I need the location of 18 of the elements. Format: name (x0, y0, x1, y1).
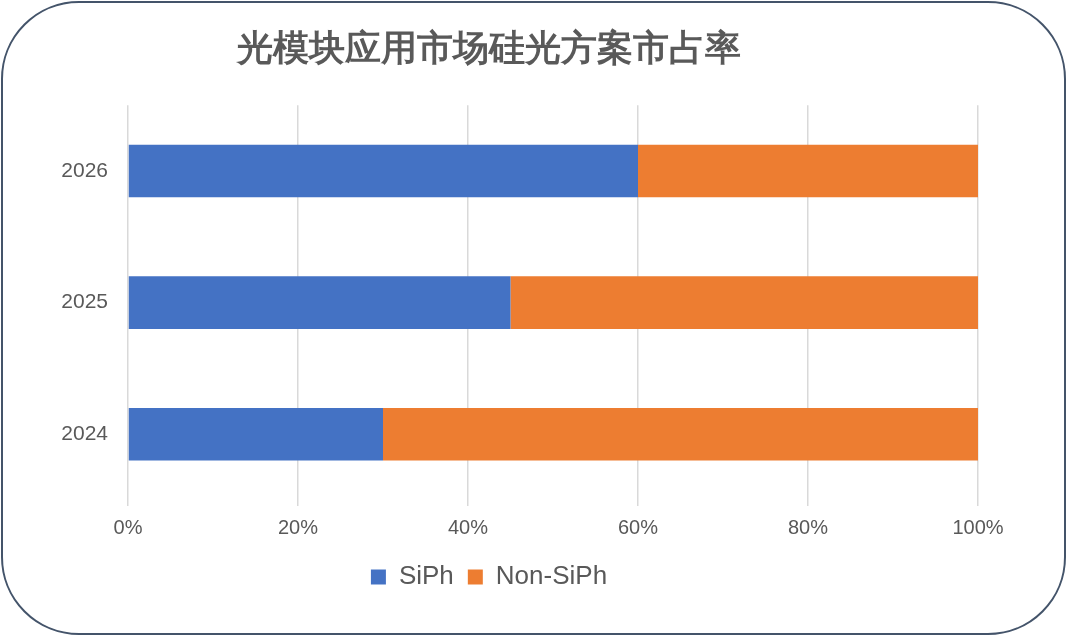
bar (128, 276, 511, 329)
bar (510, 276, 978, 329)
y-tick-label: 2026 (61, 157, 108, 181)
bar (383, 407, 978, 461)
y-tick-label: 2024 (61, 421, 109, 444)
y-tick-label: 2025 (61, 289, 108, 313)
x-tick-label: 20% (277, 515, 319, 538)
x-tick-label: 40% (447, 515, 489, 538)
x-tick-label: 80% (787, 515, 829, 538)
bar (128, 407, 383, 461)
x-tick-label: 100% (952, 515, 1004, 538)
legend-label: Non-SiPh (495, 560, 608, 591)
bar (128, 144, 638, 198)
x-tick-label: 60% (617, 515, 659, 538)
x-tick-label: 0% (113, 515, 143, 538)
legend-label: SiPh (398, 560, 454, 591)
bar (638, 144, 978, 198)
chart-title: 光模块应用市场硅光方案市占率 (235, 26, 741, 68)
